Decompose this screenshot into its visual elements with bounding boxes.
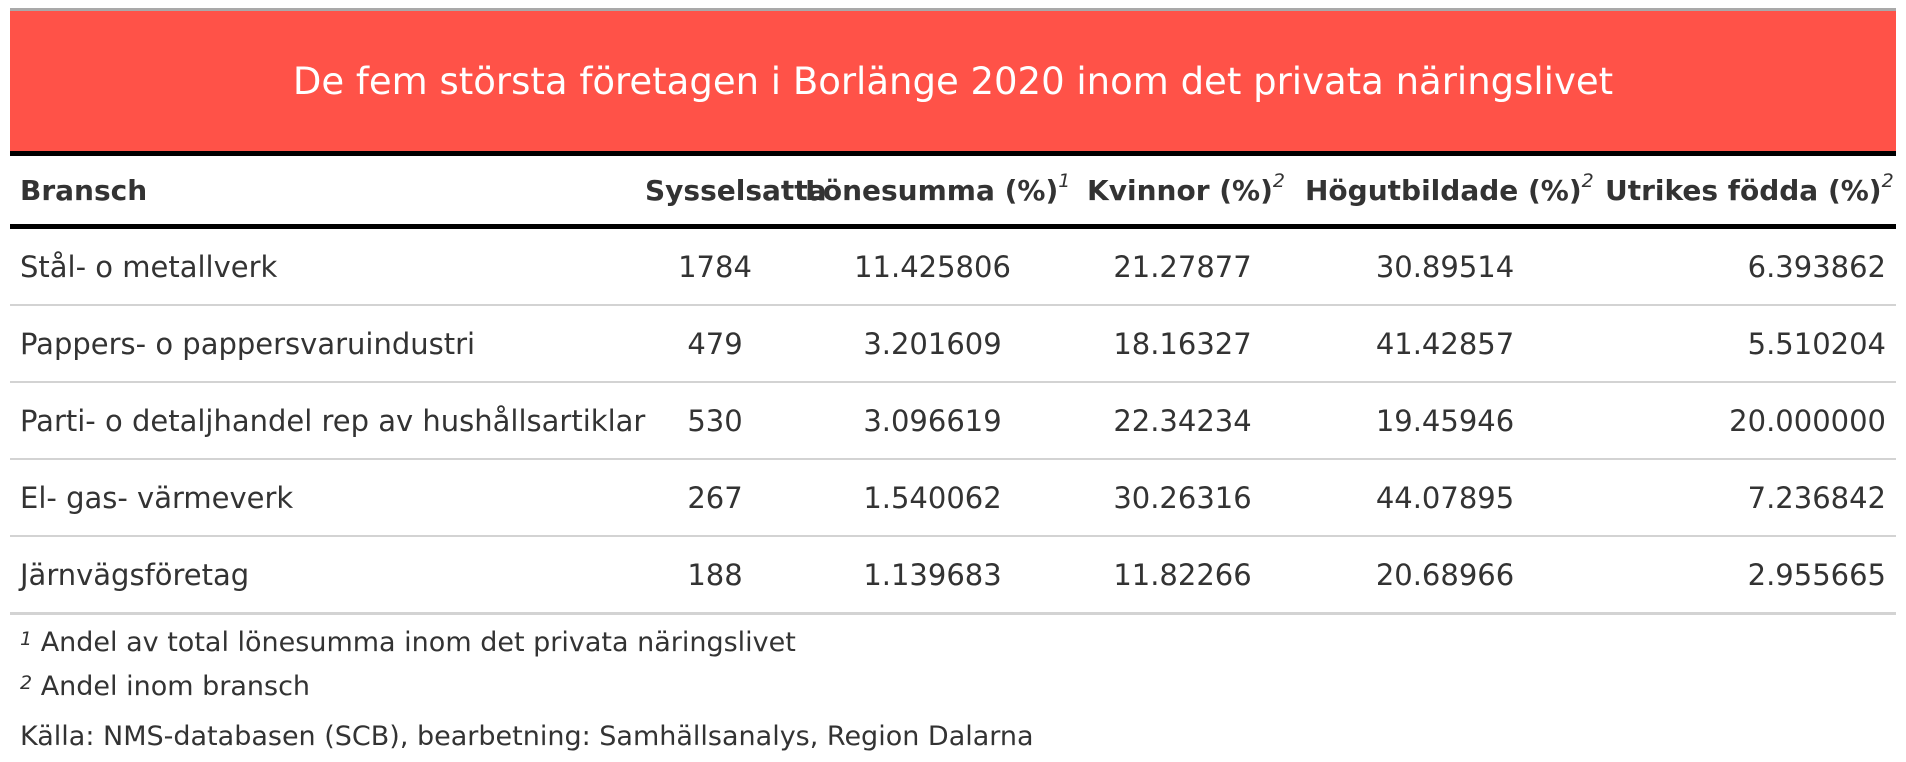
footnote-marker: 1 bbox=[20, 628, 33, 650]
table-header: Bransch Sysselsatta Lönesumma (%)1 Kvinn… bbox=[10, 153, 1896, 227]
footnote-marker: 1 bbox=[1058, 169, 1071, 192]
cell-utrikes-fodda: 7.236842 bbox=[1595, 459, 1896, 537]
cell-kvinnor: 22.34234 bbox=[1070, 382, 1295, 460]
footnote-text: Andel inom bransch bbox=[40, 671, 311, 702]
footnote-marker: 2 bbox=[1581, 169, 1594, 192]
cell-sysselsatta: 530 bbox=[635, 382, 795, 460]
cell-sysselsatta: 1784 bbox=[635, 226, 795, 306]
cell-lonesumma: 3.201609 bbox=[795, 305, 1070, 383]
footnote-marker: 2 bbox=[20, 672, 33, 694]
table-row: Järnvägsföretag 188 1.139683 11.82266 20… bbox=[10, 536, 1896, 615]
cell-lonesumma: 1.139683 bbox=[795, 536, 1070, 615]
cell-kvinnor: 11.82266 bbox=[1070, 536, 1295, 615]
cell-utrikes-fodda: 2.955665 bbox=[1595, 536, 1896, 615]
data-table-container: De fem största företagen i Borlänge 2020… bbox=[10, 8, 1896, 759]
table-row: Parti- o detaljhandel rep av hushållsart… bbox=[10, 382, 1896, 460]
footnote: 1 Andel av total lönesumma inom det priv… bbox=[20, 621, 1896, 665]
cell-utrikes-fodda: 20.000000 bbox=[1595, 382, 1896, 460]
column-header-sysselsatta: Sysselsatta bbox=[645, 173, 827, 207]
cell-utrikes-fodda: 5.510204 bbox=[1595, 305, 1896, 383]
header-row: Bransch Sysselsatta Lönesumma (%)1 Kvinn… bbox=[10, 153, 1896, 227]
footnote-marker: 2 bbox=[1272, 169, 1285, 192]
column-header-bransch: Bransch bbox=[20, 173, 148, 207]
cell-hogutbildade: 20.68966 bbox=[1295, 536, 1595, 615]
cell-lonesumma: 1.540062 bbox=[795, 459, 1070, 537]
table-title-bar: De fem största företagen i Borlänge 2020… bbox=[10, 8, 1896, 151]
cell-sysselsatta: 479 bbox=[635, 305, 795, 383]
table-body: Stål- o metallverk 1784 11.425806 21.278… bbox=[10, 226, 1896, 615]
cell-sysselsatta: 267 bbox=[635, 459, 795, 537]
cell-hogutbildade: 44.07895 bbox=[1295, 459, 1595, 537]
column-header-hogutbildade: Högutbildade (%)2 bbox=[1305, 169, 1594, 207]
cell-kvinnor: 21.27877 bbox=[1070, 226, 1295, 306]
cell-lonesumma: 3.096619 bbox=[795, 382, 1070, 460]
source-note: Källa: NMS-databasen (SCB), bearbetning:… bbox=[20, 721, 1034, 752]
cell-bransch: El- gas- värmeverk bbox=[10, 459, 635, 537]
cell-utrikes-fodda: 6.393862 bbox=[1595, 226, 1896, 306]
table-row: El- gas- värmeverk 267 1.540062 30.26316… bbox=[10, 459, 1896, 537]
cell-hogutbildade: 41.42857 bbox=[1295, 305, 1595, 383]
cell-sysselsatta: 188 bbox=[635, 536, 795, 615]
cell-hogutbildade: 30.89514 bbox=[1295, 226, 1595, 306]
table-row: Pappers- o pappersvaruindustri 479 3.201… bbox=[10, 305, 1896, 383]
cell-lonesumma: 11.425806 bbox=[795, 226, 1070, 306]
table-row: Stål- o metallverk 1784 11.425806 21.278… bbox=[10, 226, 1896, 306]
cell-kvinnor: 30.26316 bbox=[1070, 459, 1295, 537]
cell-kvinnor: 18.16327 bbox=[1070, 305, 1295, 383]
table-title: De fem största företagen i Borlänge 2020… bbox=[292, 59, 1614, 103]
cell-bransch: Stål- o metallverk bbox=[10, 226, 635, 306]
footnote-marker: 2 bbox=[1881, 169, 1894, 192]
cell-bransch: Parti- o detaljhandel rep av hushållsart… bbox=[10, 382, 645, 460]
column-header-lonesumma: Lönesumma (%)1 bbox=[805, 169, 1071, 207]
column-header-utrikes-fodda: Utrikes födda (%)2 bbox=[1605, 169, 1894, 207]
data-table: Bransch Sysselsatta Lönesumma (%)1 Kvinn… bbox=[10, 151, 1896, 615]
cell-bransch: Järnvägsföretag bbox=[10, 536, 635, 615]
cell-hogutbildade: 19.45946 bbox=[1295, 382, 1595, 460]
column-header-kvinnor: Kvinnor (%)2 bbox=[1087, 169, 1285, 207]
footnote: 2 Andel inom bransch bbox=[20, 665, 1896, 709]
table-footnotes: 1 Andel av total lönesumma inom det priv… bbox=[10, 615, 1896, 759]
cell-bransch: Pappers- o pappersvaruindustri bbox=[10, 305, 635, 383]
footnote-text: Andel av total lönesumma inom det privat… bbox=[40, 627, 796, 658]
